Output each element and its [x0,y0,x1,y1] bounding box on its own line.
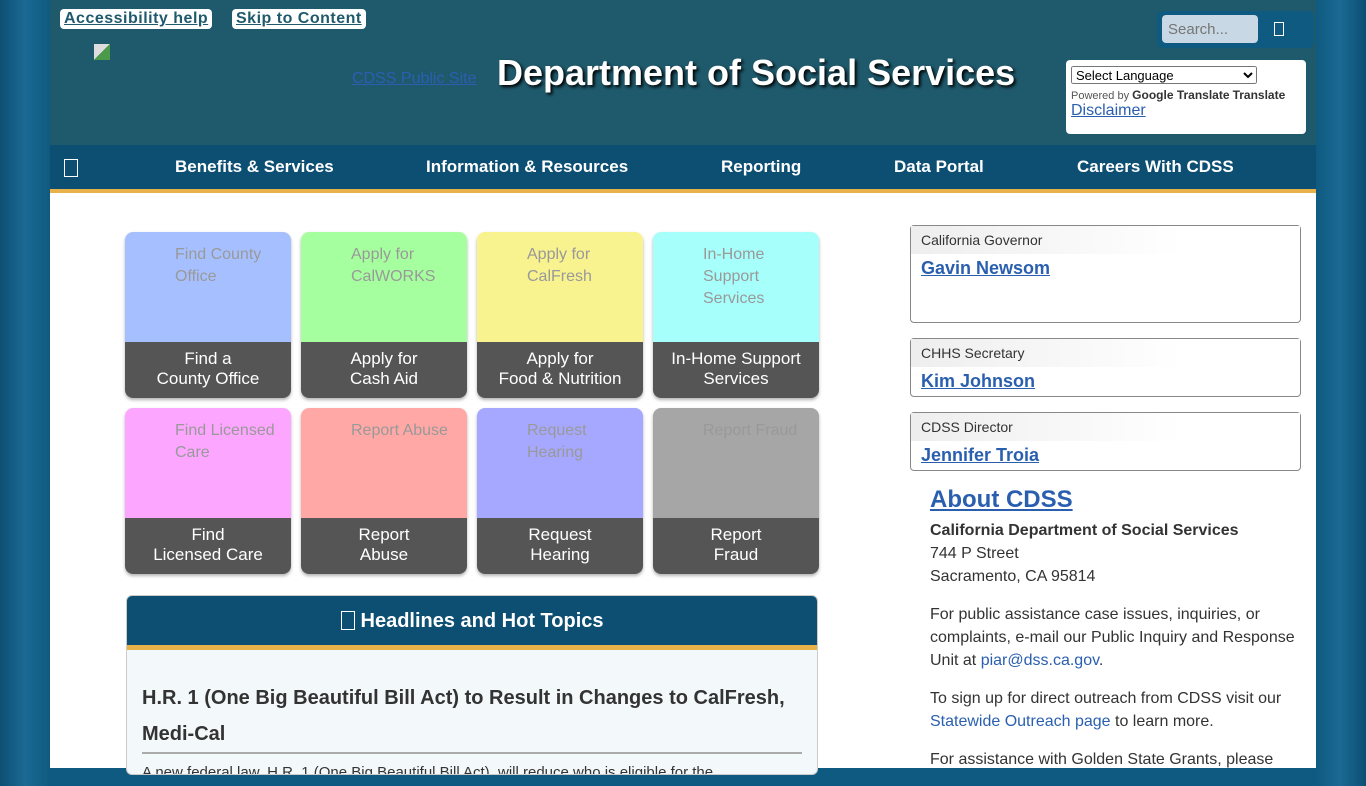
email-link[interactable]: piar@dss.ca.gov [980,652,1099,669]
google-translate-widget: Select Language Powered by Google Transl… [1066,60,1306,134]
tile-image: Request Hearing [477,408,643,518]
site-title: Department of Social Services [497,52,1016,93]
org-name: California Department of Social Services [930,522,1239,539]
home-icon[interactable] [64,159,78,177]
governor-link[interactable]: Gavin Newsom [921,258,1051,278]
tile-image: Apply for CalWORKS [301,232,467,342]
nav-reporting[interactable]: Reporting [721,157,802,176]
tile-image: Report Abuse [301,408,467,518]
outreach-text-end: to learn more. [1115,713,1214,730]
quick-link-tile[interactable]: Request Hearing Request Hearing [477,408,643,574]
about-title[interactable]: About CDSS [930,486,1073,513]
nav-information-resources[interactable]: Information & Resources [426,157,629,176]
quick-link-tile[interactable]: In-Home Support Services In-Home Support S… [653,232,819,398]
about-section: About CDSS California Department of Soci… [930,488,1310,786]
cdss-public-site-link[interactable]: CDSS Public Site [352,70,477,87]
tile-label: Report Fraud [653,518,819,574]
newspaper-icon [340,611,355,630]
inquiry-text: For public assistance case issues, inqui… [930,606,1295,669]
quick-link-tile[interactable]: Find County Office Find a County Office [125,232,291,398]
governor-card: California Governor Gavin Newsom [910,225,1301,323]
language-select[interactable]: Select Language [1071,66,1257,84]
article-text: A new federal law, H.R. 1 (One Big Beaut… [142,764,714,775]
logo-broken-image[interactable] [94,44,110,60]
address-street: 744 P Street [930,545,1019,562]
header: Accessibility help Skip to Content CDSS … [50,0,1316,145]
headlines-panel: Headlines and Hot Topics H.R. 1 (One Big… [126,595,818,775]
search-input[interactable] [1162,15,1258,43]
search-form [1157,11,1314,48]
article-title[interactable]: H.R. 1 (One Big Beautiful Bill Act) to R… [142,680,802,754]
disclaimer-link[interactable]: Disclaimer [1071,102,1146,119]
tile-label: Report Abuse [301,518,467,574]
tile-image: Apply for CalFresh [477,232,643,342]
grants-text: For assistance with Golden State Grants,… [930,751,1274,768]
quick-link-tile[interactable]: Apply for CalFresh Apply for Food & Nutrit… [477,232,643,398]
outreach-link[interactable]: Statewide Outreach page [930,713,1116,730]
quick-link-tile[interactable]: Find Licensed Care Find Licensed Care [125,408,291,574]
outreach-text: To sign up for direct outreach from CDSS… [930,690,1282,707]
director-link[interactable]: Jennifer Troia [921,445,1040,465]
translate-label: Translate [1232,88,1286,102]
quick-link-tile[interactable]: Apply for CalWORKS Apply for Cash Aid [301,232,467,398]
quick-link-tile[interactable]: Report Fraud Report Fraud [653,408,819,574]
official-role: CDSS Director [911,413,1300,441]
tile-label: Apply for Cash Aid [301,342,467,398]
powered-by-label: Powered by [1071,90,1130,102]
tile-image: Find County Office [125,232,291,342]
tile-label: Apply for Food & Nutrition [477,342,643,398]
tile-label: Request Hearing [477,518,643,574]
tile-image: Report Fraud [653,408,819,518]
tile-image: Find Licensed Care [125,408,291,518]
google-translate-logo: Google Translate [1132,88,1230,102]
main-nav: Benefits & Services Information & Resour… [50,145,1316,193]
tile-image: In-Home Support Services [653,232,819,342]
chhs-secretary-card: CHHS Secretary Kim Johnson [910,338,1301,397]
tile-label: Find Licensed Care [125,518,291,574]
tile-label: Find a County Office [125,342,291,398]
headlines-header: Headlines and Hot Topics [127,596,817,650]
official-role: California Governor [911,226,1300,254]
nav-data-portal[interactable]: Data Portal [894,157,984,176]
nav-benefits-services[interactable]: Benefits & Services [175,157,334,176]
cdss-director-card: CDSS Director Jennifer Troia [910,412,1301,471]
skip-to-content-link[interactable]: Skip to Content [232,9,366,29]
search-icon[interactable] [1274,22,1284,36]
address-city: Sacramento, CA 95814 [930,568,1096,585]
headlines-title: Headlines and Hot Topics [360,610,604,632]
secretary-link[interactable]: Kim Johnson [921,371,1036,391]
tile-label: In-Home Support Services [653,342,819,398]
nav-careers[interactable]: Careers With CDSS [1077,157,1234,176]
official-role: CHHS Secretary [911,339,1300,367]
accessibility-help-link[interactable]: Accessibility help [60,9,213,29]
period: . [1098,652,1104,669]
page: Accessibility help Skip to Content CDSS … [50,0,1316,775]
quick-link-tile[interactable]: Report Abuse Report Abuse [301,408,467,574]
